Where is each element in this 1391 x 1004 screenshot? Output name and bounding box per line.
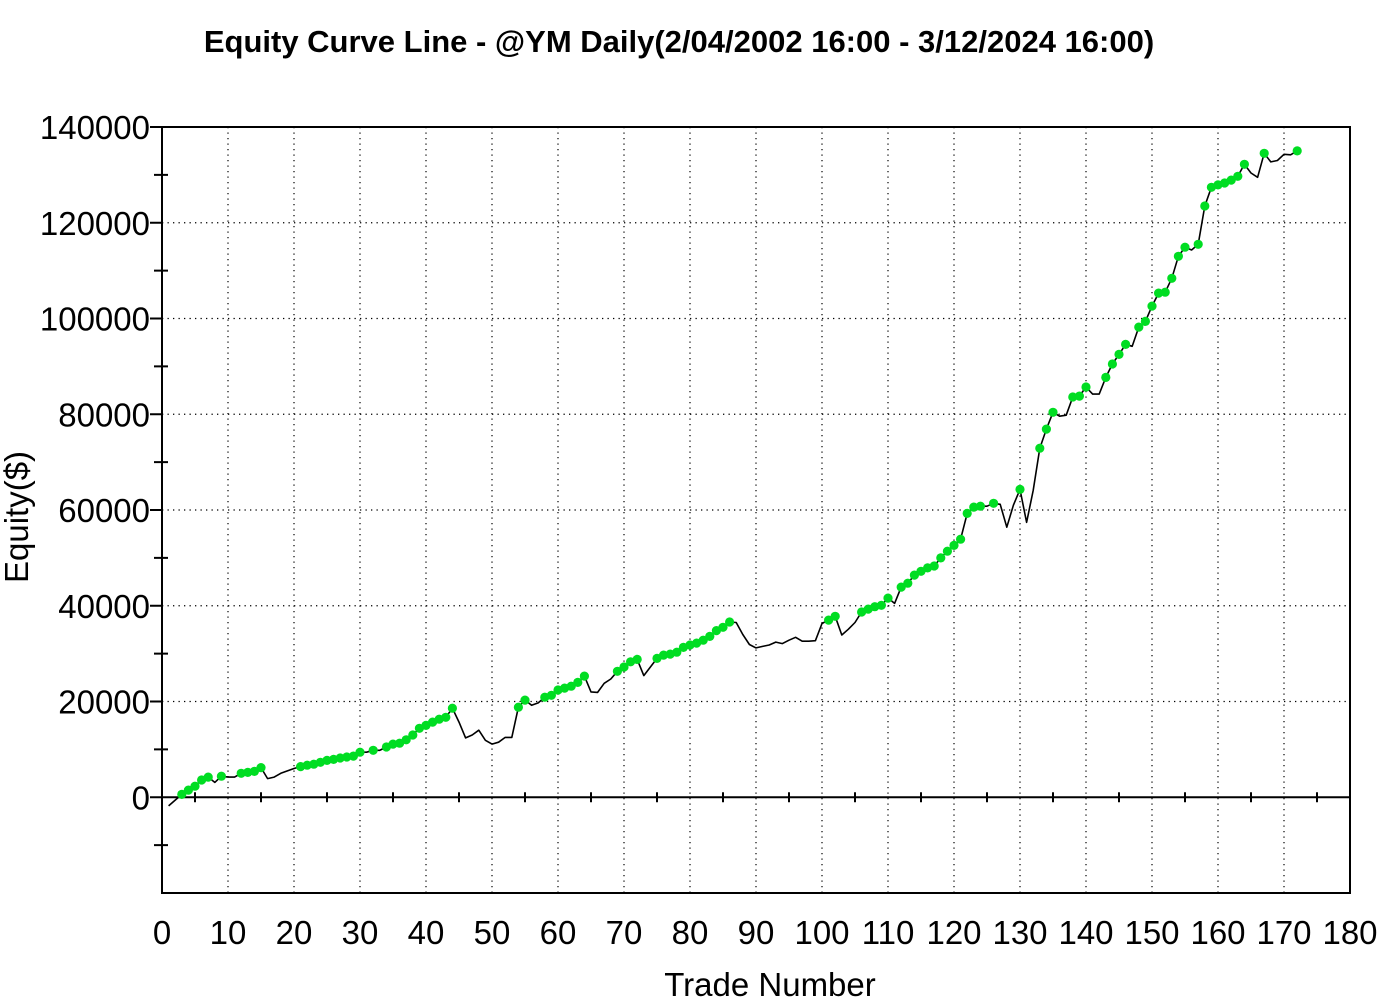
new-high-marker	[579, 671, 590, 681]
new-high-marker	[1233, 171, 1243, 181]
x-tick-labels: 0 10 20 30 40 50 60 70 80 90 100 110 120 130 140 150 160…	[153, 914, 1378, 951]
new-high-marker	[177, 789, 187, 800]
y-tick-label: 20000	[58, 684, 150, 721]
new-high-marker	[1193, 239, 1203, 249]
new-high-marker	[546, 690, 557, 700]
x-axis-title: Trade Number	[664, 966, 876, 1003]
new-high-marker	[1114, 349, 1124, 359]
new-high-marker	[1160, 287, 1170, 297]
y-axis-title: Equity($)	[0, 450, 35, 583]
y-tick-labels: 0 20000 40000 60000 80000 100000 120000 140000	[40, 109, 150, 816]
x-tick-label: 90	[738, 914, 775, 951]
new-high-marker	[903, 578, 913, 588]
new-high-marker	[725, 617, 735, 627]
new-high-marker	[368, 745, 378, 755]
y-tick-label: 60000	[58, 492, 150, 529]
new-high-marker	[1200, 201, 1210, 211]
new-high-marker	[883, 593, 893, 603]
new-high-marker	[1134, 322, 1144, 332]
x-tick-label: 130	[992, 914, 1047, 951]
x-tick-label: 160	[1190, 914, 1245, 951]
x-tick-label: 80	[672, 914, 709, 951]
new-high-marker	[1259, 148, 1269, 158]
new-high-marker	[190, 781, 200, 791]
new-high-marker	[989, 498, 999, 508]
new-high-marker	[573, 677, 583, 688]
new-high-marker	[216, 771, 226, 781]
new-high-marker	[718, 622, 728, 632]
gridlines	[162, 127, 1350, 893]
x-tick-label: 100	[794, 914, 849, 951]
x-tick-label: 120	[926, 914, 981, 951]
new-high-marker	[520, 695, 530, 705]
new-high-marker	[1167, 273, 1177, 283]
new-high-marker	[942, 546, 953, 556]
y-tick-label: 80000	[58, 396, 150, 433]
new-high-marker	[672, 647, 682, 657]
new-high-marker	[1101, 372, 1111, 382]
y-tick-label: 140000	[40, 109, 150, 146]
x-tick-label: 60	[540, 914, 577, 951]
new-high-marker	[705, 631, 715, 642]
new-high-marker	[962, 508, 972, 518]
new-high-marker	[619, 662, 629, 672]
new-high-marker	[975, 501, 986, 511]
new-high-marker	[1107, 359, 1117, 369]
new-high-marker	[949, 540, 959, 551]
x-tick-label: 50	[474, 914, 511, 951]
axis-ticks	[150, 126, 1318, 847]
new-high-marker	[1048, 407, 1058, 417]
y-tick-label: 120000	[40, 205, 150, 242]
new-high-marker	[1180, 242, 1190, 252]
x-tick-label: 20	[276, 914, 313, 951]
x-tick-label: 40	[408, 914, 445, 951]
x-tick-label: 70	[606, 914, 643, 951]
new-high-marker	[936, 553, 946, 563]
new-high-marker	[1239, 159, 1249, 169]
new-high-marker	[1121, 339, 1131, 349]
x-tick-label: 110	[862, 914, 915, 951]
new-high-marker	[513, 702, 524, 712]
x-tick-label: 140	[1058, 914, 1113, 951]
x-tick-label: 150	[1124, 914, 1179, 951]
new-high-marker	[956, 534, 966, 544]
y-tick-label: 40000	[58, 588, 150, 625]
new-high-marker	[256, 763, 266, 773]
new-high-marker	[401, 735, 411, 745]
new-high-marker	[1074, 391, 1084, 401]
y-tick-label: 100000	[40, 301, 150, 338]
new-high-marker	[1147, 301, 1157, 311]
new-high-marker	[1041, 424, 1051, 434]
new-high-marker	[447, 703, 457, 713]
new-high-marker	[830, 611, 840, 621]
new-high-marker	[441, 712, 451, 722]
x-tick-label: 30	[342, 914, 379, 951]
new-high-marker	[612, 666, 623, 676]
new-high-marker	[1292, 146, 1302, 156]
new-high-marker	[1035, 443, 1045, 453]
new-high-marker	[876, 600, 887, 610]
new-high-marker	[1015, 484, 1025, 494]
new-high-marker	[1173, 251, 1183, 261]
new-high-marker	[1081, 382, 1091, 392]
x-tick-label: 10	[210, 914, 247, 951]
new-high-marker	[408, 730, 418, 740]
new-high-marker	[1140, 316, 1150, 326]
new-high-marker	[632, 654, 642, 665]
x-tick-label: 180	[1322, 914, 1377, 951]
new-high-markers	[177, 146, 1302, 800]
new-high-marker	[203, 772, 213, 782]
new-high-marker	[929, 561, 939, 571]
x-tick-label: 170	[1256, 914, 1311, 951]
equity-line	[168, 150, 1298, 807]
chart-title: Equity Curve Line - @YM Daily(2/04/2002 …	[203, 24, 1155, 59]
y-tick-label: 0	[132, 779, 150, 816]
new-high-marker	[355, 747, 365, 757]
x-tick-label: 0	[153, 914, 171, 951]
